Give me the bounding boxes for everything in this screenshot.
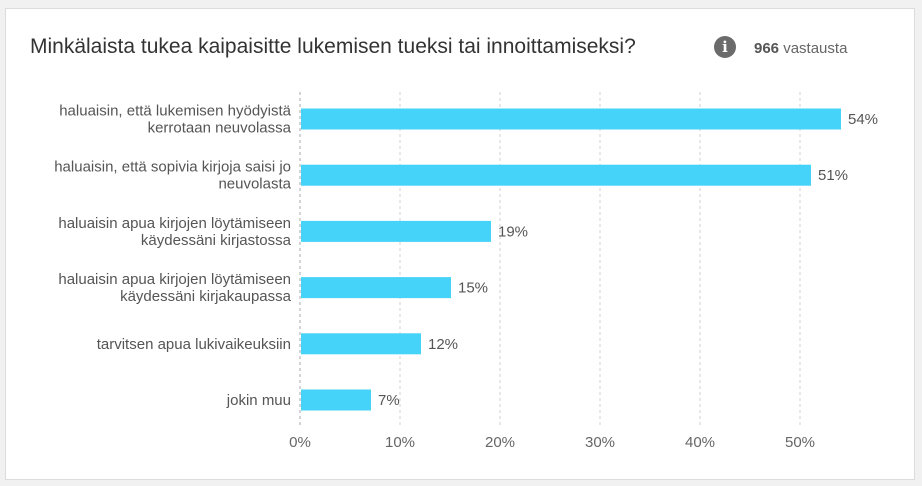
category-label: haluaisin apua kirjojen löytämiseen xyxy=(58,271,291,288)
response-count-number: 966 xyxy=(754,40,780,57)
category-label: käydessäni kirjastossa xyxy=(141,232,292,249)
x-tick-label: 40% xyxy=(685,434,715,451)
category-label: haluaisin apua kirjojen löytämiseen xyxy=(58,215,291,232)
response-count: 966 vastausta xyxy=(754,40,847,57)
bar xyxy=(301,220,491,242)
bar xyxy=(301,164,811,186)
x-tick-label: 20% xyxy=(485,434,515,451)
category-label: kerrotaan neuvolassa xyxy=(148,120,292,137)
chart-title: Minkälaista tukea kaipaisitte lukemisen … xyxy=(30,35,636,58)
x-tick-label: 10% xyxy=(385,434,415,451)
category-label: jokin muu xyxy=(226,392,291,409)
x-tick-label: 50% xyxy=(785,434,815,451)
bar xyxy=(301,389,371,411)
response-count-suffix: vastausta xyxy=(783,40,848,57)
chart-card: Minkälaista tukea kaipaisitte lukemisen … xyxy=(5,8,915,480)
category-label: tarvitsen apua lukivaikeuksiin xyxy=(97,336,291,353)
bar xyxy=(301,333,421,355)
bar-value-label: 54% xyxy=(848,111,878,128)
x-tick-label: 0% xyxy=(289,434,311,451)
bar-value-label: 12% xyxy=(428,336,458,353)
bar xyxy=(301,277,451,299)
x-tick-label: 30% xyxy=(585,434,615,451)
category-label: neuvolasta xyxy=(218,176,291,193)
category-label: haluaisin, että sopivia kirjoja saisi jo xyxy=(54,159,291,176)
bar-value-label: 7% xyxy=(378,392,400,409)
bar-value-label: 15% xyxy=(458,280,488,297)
category-label: käydessäni kirjakaupassa xyxy=(120,288,292,305)
bar-value-label: 51% xyxy=(818,167,848,184)
info-icon[interactable]: i xyxy=(714,36,736,58)
category-label: haluaisin, että lukemisen hyödyistä xyxy=(59,103,291,120)
bar-value-label: 19% xyxy=(498,223,528,240)
bar xyxy=(301,108,841,130)
